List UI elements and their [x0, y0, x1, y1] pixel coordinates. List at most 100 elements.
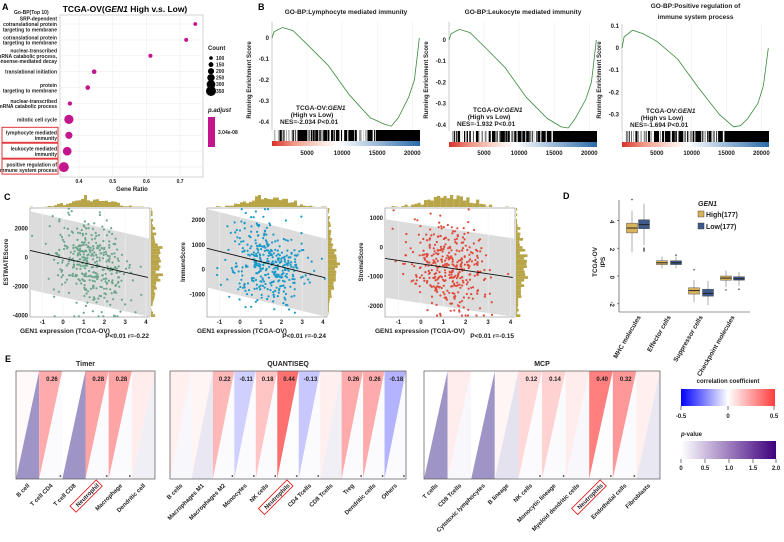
- heatmap-title: QUANTISEQ: [267, 361, 309, 368]
- data-point: [219, 283, 222, 286]
- data-point: [278, 245, 281, 248]
- data-point: [441, 255, 444, 258]
- data-point: [81, 234, 84, 237]
- data-point: [453, 284, 456, 287]
- data-point: [436, 290, 439, 294]
- annotation-nes: NES=-2.034 P<0.01: [280, 119, 339, 126]
- data-point: [428, 238, 431, 241]
- term-label: nuclear-transcribed: [10, 99, 57, 105]
- data-point: [250, 253, 253, 256]
- data-point: [276, 268, 279, 271]
- data-point: [484, 277, 487, 280]
- corr-legend-title: correlation coefficient: [697, 379, 760, 385]
- data-point: [76, 248, 79, 252]
- data-point: [108, 255, 111, 258]
- top-histogram-bar: [78, 200, 81, 207]
- right-histogram-bar: [328, 265, 338, 268]
- data-point: [439, 245, 442, 248]
- gsea-title: GO-BP:Positive regulation of: [651, 3, 741, 10]
- y-axis-label: ESTIMATEScore: [4, 238, 10, 285]
- data-point: [444, 243, 447, 246]
- right-histogram-bar: [328, 248, 337, 252]
- right-histogram-bar: [516, 265, 527, 268]
- title-suffix: High v.s. Low): [128, 4, 188, 14]
- top-histogram-bar: [255, 196, 258, 207]
- data-point: [238, 229, 242, 232]
- data-point: [458, 310, 461, 313]
- data-point: [468, 278, 472, 281]
- data-point: [430, 295, 434, 298]
- right-histogram-bar: [516, 243, 520, 247]
- data-point: [71, 272, 75, 275]
- hit-gap: [278, 130, 280, 141]
- term-label: targeting to membrane: [3, 88, 57, 94]
- data-point: [455, 242, 458, 245]
- data-point: [467, 296, 470, 299]
- data-point: [254, 263, 257, 266]
- data-point: [240, 208, 243, 211]
- right-histogram-bar: [151, 287, 157, 290]
- data-point: [87, 253, 90, 256]
- data-point: [405, 232, 408, 236]
- data-point: [453, 230, 457, 233]
- ranked-list-colorbar: [622, 142, 769, 147]
- data-point: [108, 230, 111, 233]
- y-tick-label: -1000: [190, 292, 206, 298]
- data-point: [82, 253, 85, 256]
- data-point: [445, 265, 448, 268]
- x-tick-label: 0.7: [177, 179, 184, 185]
- y-tick-label: -0.4: [259, 120, 270, 126]
- data-point: [68, 256, 71, 259]
- data-point: [69, 251, 72, 254]
- data-point: [124, 267, 128, 270]
- data-point: [47, 277, 50, 280]
- data-point: [445, 262, 449, 265]
- top-histogram-bar: [267, 198, 270, 207]
- data-point: [483, 295, 486, 298]
- term-dot: [148, 53, 153, 58]
- legend-label-high: High(177): [706, 212, 738, 219]
- data-point: [476, 292, 479, 295]
- data-point: [265, 226, 268, 229]
- data-point: [467, 264, 470, 267]
- data-point: [272, 300, 275, 303]
- data-point: [272, 267, 275, 270]
- right-histogram-bar: [516, 208, 518, 211]
- hit-gap: [637, 131, 639, 142]
- y-tick-label: 0: [616, 46, 620, 52]
- correlation-triangle: [85, 371, 109, 479]
- data-point: [85, 232, 88, 235]
- data-point: [120, 279, 123, 282]
- hit-gap: [533, 131, 535, 142]
- hit-gap: [322, 130, 324, 141]
- data-point: [226, 225, 229, 228]
- hit-gap: [320, 130, 322, 141]
- data-point: [67, 291, 71, 294]
- data-point: [462, 241, 465, 244]
- data-point: [455, 237, 458, 240]
- data-point: [99, 285, 102, 288]
- data-point: [465, 261, 468, 264]
- data-point: [254, 242, 257, 245]
- hit-gap: [701, 131, 703, 142]
- data-point: [271, 270, 274, 273]
- data-point: [80, 282, 83, 285]
- correlation-triangle: [612, 371, 637, 479]
- term-label: targeting to membrane: [3, 41, 57, 47]
- data-point: [114, 284, 117, 287]
- data-point: [429, 228, 432, 231]
- hit-gap: [356, 130, 358, 141]
- cell-type-label: CD8 Tcells: [309, 483, 335, 509]
- x-tick-label: 0.4: [76, 179, 83, 185]
- right-histogram-bar: [328, 289, 332, 293]
- term-label: leukocyte mediated: [11, 147, 57, 153]
- hit-gap: [479, 131, 482, 142]
- data-point: [131, 279, 134, 282]
- data-point: [276, 239, 279, 242]
- pvalue-triangle: [636, 371, 660, 479]
- hit-gap: [465, 131, 467, 142]
- right-histogram-bar: [151, 278, 161, 282]
- right-histogram-bar: [328, 276, 336, 279]
- top-histogram-bar: [252, 200, 255, 207]
- data-point: [76, 227, 79, 230]
